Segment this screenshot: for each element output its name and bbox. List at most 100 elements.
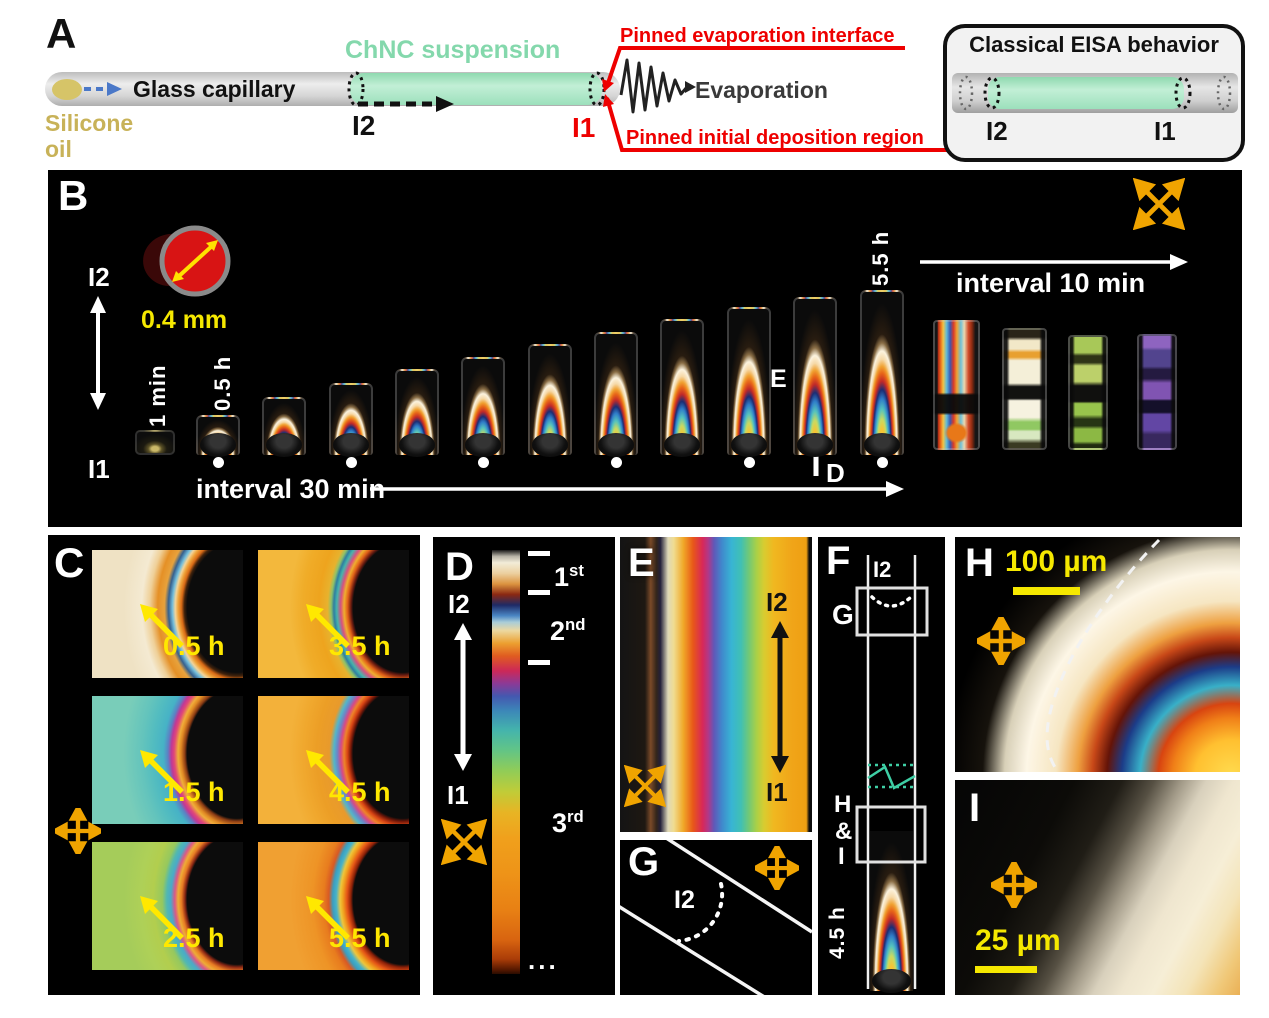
region-g-outline xyxy=(855,586,929,637)
f-capillary-image xyxy=(870,831,913,993)
order-2-label: 2nd xyxy=(550,615,585,647)
meniscus-dotted-arc xyxy=(677,882,725,943)
panel-g: G I2 xyxy=(620,840,812,995)
panel-i: I 25 µm xyxy=(955,780,1240,995)
d-i1-label: I1 xyxy=(447,780,469,810)
oil-flow-arrowhead xyxy=(107,82,122,96)
c-time-label: 5.5 h xyxy=(328,922,391,953)
panel-h-label: H xyxy=(965,541,994,585)
hour-marker-dot xyxy=(744,457,755,468)
parallel-polarizers-icon xyxy=(755,846,799,890)
silicone-oil-label: Silicone oil xyxy=(45,110,134,163)
b-capillary-30min-2 xyxy=(262,397,306,457)
i1-label: I1 xyxy=(572,112,596,143)
panel-f: F I2 G H & I 4.5 h xyxy=(818,537,945,995)
hour-marker-dot xyxy=(213,457,224,468)
f-i2-label: I2 xyxy=(873,557,892,582)
b-capillary-10min-3 xyxy=(1137,334,1177,450)
region-d-label: D xyxy=(826,458,845,488)
hour-marker-dot xyxy=(611,457,622,468)
b-capillary-30min-10 xyxy=(793,297,837,457)
g-capillary-walls xyxy=(620,840,812,995)
region-hi-outline xyxy=(855,805,927,864)
deposition-front-arrow-icon xyxy=(140,896,184,940)
b-capillary-30min-1 xyxy=(196,415,240,457)
inset-i2-label: I2 xyxy=(986,116,1008,146)
i2-label: I2 xyxy=(352,110,376,141)
panel-d: D I2 I1 1st 2nd 3rd ... xyxy=(433,537,615,995)
f-region-amp-label: & xyxy=(835,818,853,845)
i-scale-bar xyxy=(975,966,1037,973)
h-scale-label: 100 µm xyxy=(1005,545,1108,578)
d-axis-arrow xyxy=(454,623,472,771)
order-tick xyxy=(528,551,550,556)
c-image-1p5h: 1.5 h xyxy=(92,696,243,824)
order-suffix: rd xyxy=(567,807,584,826)
hour-marker-dot xyxy=(877,457,888,468)
c-time-label: 4.5 h xyxy=(328,776,391,807)
b-capillary-30min-9 xyxy=(727,307,771,457)
c-image-0p5h: 0.5 h xyxy=(92,550,243,678)
capillary-diameter-label: 0.4 mm xyxy=(141,306,228,334)
c-image-4p5h: 4.5 h xyxy=(258,696,409,824)
inset-dotted-interfaces xyxy=(958,75,1232,111)
panel-i-label: I xyxy=(969,786,981,830)
pinned-interface-callout-arrowhead xyxy=(602,79,614,92)
silicone-oil-plug xyxy=(52,79,82,100)
evaporation-squiggle-icon xyxy=(619,58,689,114)
panel-e-label: E xyxy=(628,541,655,585)
c-image-2p5h: 2.5 h xyxy=(92,842,243,970)
parallel-polarizers-icon xyxy=(55,808,101,854)
f-region-g-label: G xyxy=(832,599,854,630)
b-capillary-10min-2 xyxy=(1068,335,1108,450)
g-i2-label: I2 xyxy=(674,886,695,914)
i-scale-label: 25 µm xyxy=(975,924,1061,957)
pinned-initial-deposition-label: Pinned initial deposition region xyxy=(626,127,924,149)
crossed-polarizers-icon xyxy=(1133,178,1185,230)
b-capillary-30min-11 xyxy=(860,290,904,457)
retardation-color-strip xyxy=(492,550,520,974)
inset-i1-label: I1 xyxy=(1154,116,1176,146)
b-capillary-10min-0 xyxy=(933,320,980,450)
panel-b: B I2 I1 0.4 mm 1 min 0.5 h 5.5 h interva… xyxy=(48,170,1242,527)
h-scale-bar xyxy=(1013,587,1080,595)
ellipsis-label: ... xyxy=(528,945,559,975)
d-i2-label: I2 xyxy=(448,589,470,619)
deposition-direction-arrowhead xyxy=(436,96,454,112)
order-value: 2 xyxy=(550,616,566,646)
deposition-front-arrow-icon xyxy=(306,750,350,794)
c-time-label: 1.5 h xyxy=(162,776,225,807)
interval-10min-label: interval 10 min xyxy=(956,268,1146,298)
b-i2-label: I2 xyxy=(88,262,110,292)
b-capillary-30min-3 xyxy=(329,383,373,457)
chnc-suspension-cylinder xyxy=(350,73,602,105)
f-region-h-label: H xyxy=(834,791,852,818)
order-value: 1 xyxy=(554,562,570,592)
region-e-label: E xyxy=(770,365,787,393)
c-image-3p5h: 3.5 h xyxy=(258,550,409,678)
b-capillary-10min-1 xyxy=(1002,328,1047,450)
inset-title: Classical EISA behavior xyxy=(969,32,1219,57)
deposition-front-arrow-icon xyxy=(306,604,350,648)
f-annotations xyxy=(855,555,929,989)
panel-c: C 0.5 h 3.5 h 1.5 h 4.5 h 2.5 h 5.5 h xyxy=(48,535,420,995)
c-time-label: 3.5 h xyxy=(328,630,391,661)
order-suffix: nd xyxy=(565,615,586,634)
c-image-5p5h: 5.5 h xyxy=(258,842,409,970)
pinned-deposition-callout-line xyxy=(605,97,950,152)
parallel-polarizers-icon xyxy=(991,862,1037,908)
pinned-interface-callout-line xyxy=(605,46,905,87)
hour-marker-dot xyxy=(346,457,357,468)
panel-a: A Glass capillary ChNC suspension Silico… xyxy=(0,0,1269,170)
chnc-suspension-label: ChNC suspension xyxy=(345,36,561,64)
h-deposit-boundary xyxy=(1045,538,1161,772)
panel-h: H 100 µm xyxy=(955,537,1240,772)
f-time-label: 4.5 h xyxy=(826,906,849,959)
panel-c-label: C xyxy=(54,539,85,586)
pinned-evaporation-interface-label: Pinned evaporation interface xyxy=(620,25,895,47)
time-label-5p5h: 5.5 h xyxy=(868,230,893,286)
meniscus-dotted-arc xyxy=(870,595,913,608)
deposition-front-arrow-icon xyxy=(140,750,184,794)
crossed-polarizers-icon xyxy=(624,765,666,807)
